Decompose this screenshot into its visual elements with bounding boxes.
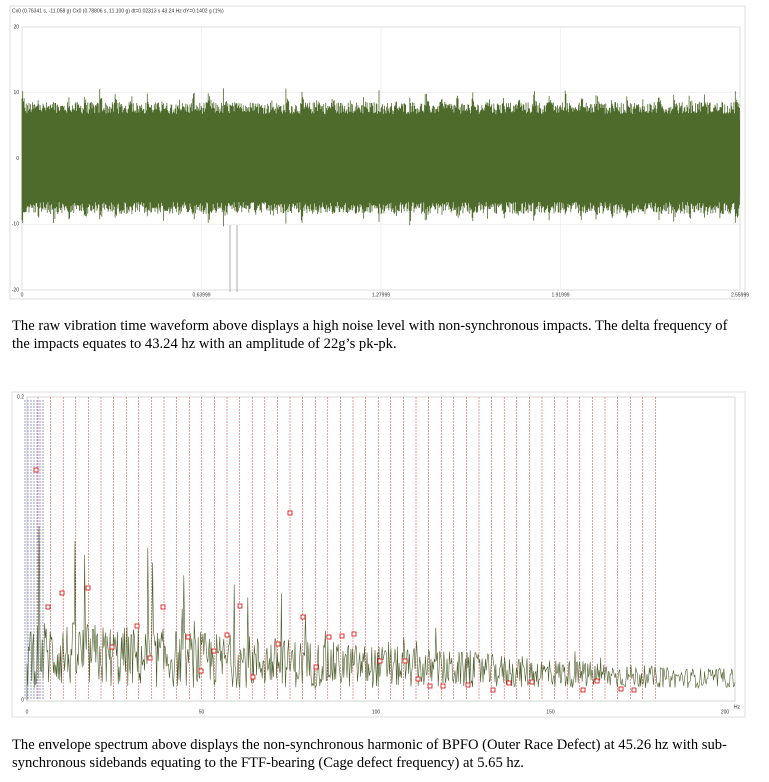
- spectrum: [26, 526, 736, 700]
- peak-marker: [59, 590, 65, 596]
- caption: The raw vibration time waveform above di…: [12, 318, 728, 352]
- peak-marker: [339, 633, 345, 639]
- peak-marker: [415, 676, 421, 682]
- peak-marker: [185, 634, 191, 640]
- x-tick-label: 1.27999: [372, 292, 390, 298]
- peak-marker: [160, 604, 166, 610]
- caption: The envelope spectrum above displays the…: [12, 737, 727, 771]
- peak-marker: [134, 623, 140, 629]
- peak-marker: [275, 641, 281, 647]
- y-tick-label: -10: [12, 222, 19, 228]
- peak-marker: [427, 683, 433, 689]
- peak-marker: [45, 604, 51, 610]
- y-tick-label: -20: [12, 287, 19, 293]
- x-tick-label: 50: [199, 709, 205, 715]
- peak-marker: [631, 687, 637, 693]
- peak-marker: [198, 668, 204, 674]
- peak-marker: [300, 614, 306, 620]
- peak-marker: [594, 678, 600, 684]
- peak-marker: [109, 644, 115, 650]
- x-tick-label: 2.55999: [731, 292, 749, 298]
- y-tick-label: 20: [13, 24, 19, 30]
- peak-marker: [506, 680, 512, 686]
- peak-marker: [313, 664, 319, 670]
- y-tick-label: 10: [13, 90, 19, 96]
- peak-marker: [147, 655, 153, 661]
- peak-marker: [618, 686, 624, 692]
- y-tick-label: 0.2: [17, 394, 24, 400]
- waveform-core: [22, 120, 740, 196]
- peak-marker: [402, 658, 408, 664]
- x-tick-label: 100: [372, 709, 381, 715]
- peak-marker: [33, 467, 39, 473]
- peak-marker: [580, 687, 586, 693]
- peak-marker: [85, 585, 91, 591]
- x-tick-label: 0: [26, 709, 29, 715]
- peak-marker: [490, 687, 496, 693]
- peak-marker: [287, 510, 293, 516]
- peak-marker: [211, 648, 217, 654]
- peak-marker: [351, 631, 357, 637]
- peak-marker: [465, 682, 471, 688]
- waveform-header: Cx0 (0.76341 s, -11.058 g) Cx0 (0.78806 …: [12, 8, 224, 14]
- peak-marker: [224, 632, 230, 638]
- x-tick-label: 0: [21, 292, 24, 298]
- peak-marker: [250, 674, 256, 680]
- peak-marker: [326, 634, 332, 640]
- x-tick-label: 0.63999: [192, 292, 210, 298]
- y-tick-label: 0: [16, 156, 19, 162]
- x-tick-label: 1.91999: [551, 292, 569, 298]
- peak-marker: [237, 603, 243, 609]
- peak-marker: [377, 658, 383, 664]
- x-unit: Hz: [734, 704, 741, 710]
- x-tick-label: 150: [546, 709, 555, 715]
- x-tick-label: 200: [721, 709, 730, 715]
- y-tick-label: 0: [21, 697, 24, 703]
- peak-marker: [529, 679, 535, 685]
- peak-marker: [440, 683, 446, 689]
